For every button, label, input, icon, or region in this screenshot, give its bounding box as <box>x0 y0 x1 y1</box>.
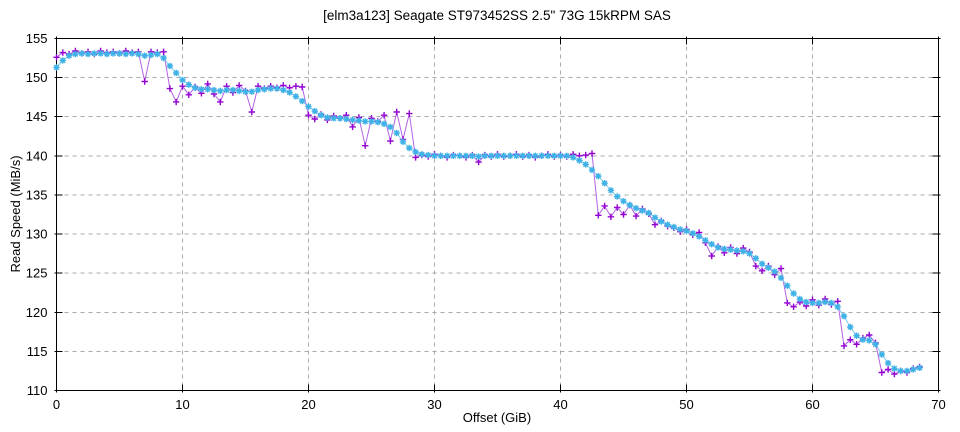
svg-text:125: 125 <box>26 266 48 281</box>
y-tick-labels: 110 115 120 125 130 135 140 145 150 155 <box>26 31 48 398</box>
svg-text:110: 110 <box>27 383 48 398</box>
svg-text:60: 60 <box>805 397 819 412</box>
svg-text:40: 40 <box>553 397 567 412</box>
read-speed-smoothed-markers <box>53 50 923 375</box>
svg-text:140: 140 <box>26 148 48 163</box>
svg-text:135: 135 <box>26 187 48 202</box>
svg-text:120: 120 <box>26 305 48 320</box>
x-tick-labels: 0 10 20 30 40 50 60 70 <box>53 397 946 412</box>
svg-text:70: 70 <box>931 397 945 412</box>
series-read-speed-smoothed <box>53 50 923 375</box>
axes-border <box>54 36 941 393</box>
svg-text:145: 145 <box>26 109 48 124</box>
svg-text:0: 0 <box>53 397 60 412</box>
grid <box>56 38 939 391</box>
svg-text:115: 115 <box>27 344 48 359</box>
svg-text:130: 130 <box>26 227 48 242</box>
svg-text:30: 30 <box>427 397 441 412</box>
chart-title: [elm3a123] Seagate ST973452SS 2.5" 73G 1… <box>323 8 671 23</box>
x-axis-label: Offset (GiB) <box>462 410 532 425</box>
svg-text:20: 20 <box>301 397 315 412</box>
svg-text:10: 10 <box>175 397 189 412</box>
read-speed-raw-markers <box>53 47 923 378</box>
svg-text:155: 155 <box>26 31 48 46</box>
svg-text:50: 50 <box>679 397 693 412</box>
svg-text:150: 150 <box>26 70 48 85</box>
series-read-speed-raw <box>53 47 923 378</box>
